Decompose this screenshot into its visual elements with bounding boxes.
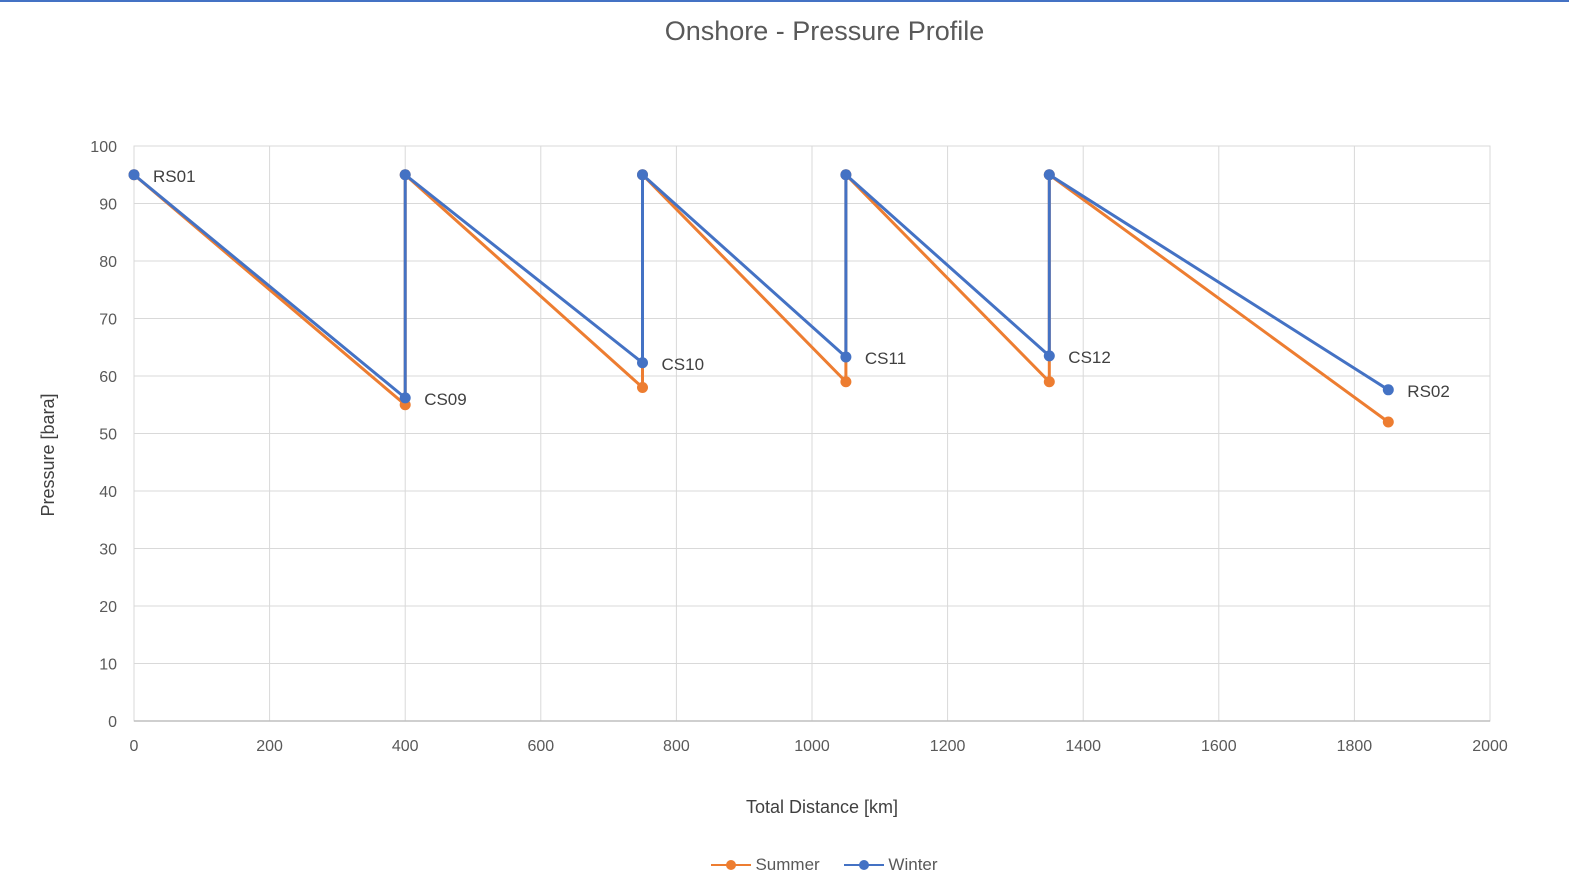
x-tick-label: 200: [256, 738, 283, 755]
legend-item-summer[interactable]: Summer: [711, 855, 820, 875]
legend-item-winter[interactable]: Winter: [844, 855, 938, 875]
point-labels: RS01 CS09 CS10 CS11 CS12 RS02: [153, 167, 1450, 409]
data-point-winter[interactable]: [399, 169, 411, 181]
point-label-cs09: CS09: [424, 390, 467, 409]
data-point-winter[interactable]: [128, 169, 140, 181]
series-line-winter: [133, 173, 1390, 400]
chart-title: Onshore - Pressure Profile: [664, 16, 985, 46]
legend-swatch-winter: [844, 858, 885, 872]
y-tick-label: 30: [99, 542, 117, 559]
series-layer: [128, 169, 1394, 428]
point-label-cs12: CS12: [1068, 348, 1111, 367]
grid: [133, 145, 1491, 722]
data-point-winter[interactable]: [1043, 169, 1055, 181]
legend-label-summer: Summer: [755, 855, 820, 874]
x-tick-label: 1000: [794, 738, 830, 755]
data-point-winter[interactable]: [1043, 350, 1055, 362]
y-tick-label: 60: [99, 369, 117, 386]
y-tick-label: 10: [99, 657, 117, 674]
series-winter: [128, 169, 1394, 404]
data-point-winter[interactable]: [399, 392, 411, 404]
y-tick-label: 70: [99, 312, 117, 329]
y-tick-label: 100: [90, 139, 117, 156]
y-axis-ticks: 0 10 20 30 40 50 60 70 80 90 100: [90, 139, 117, 731]
x-tick-label: 0: [130, 738, 139, 755]
x-tick-label: 1200: [930, 738, 966, 755]
point-label-rs02: RS02: [1407, 382, 1450, 401]
data-point-winter[interactable]: [637, 357, 648, 369]
data-point-summer[interactable]: [637, 382, 648, 393]
legend-label-winter: Winter: [888, 855, 938, 874]
point-label-cs11: CS11: [865, 349, 906, 368]
data-point-winter[interactable]: [840, 351, 852, 363]
y-tick-label: 80: [99, 254, 117, 271]
data-point-winter[interactable]: [637, 169, 648, 181]
data-point-winter[interactable]: [1382, 384, 1394, 396]
y-tick-label: 40: [99, 484, 117, 501]
x-tick-label: 600: [527, 738, 554, 755]
x-tick-label: 1600: [1201, 738, 1237, 755]
series-line-summer: [133, 173, 1390, 424]
series-summer: [128, 169, 1394, 428]
x-tick-label: 800: [663, 738, 690, 755]
point-label-rs01: RS01: [153, 167, 196, 186]
x-tick-label: 1400: [1065, 738, 1101, 755]
legend: Summer Winter: [0, 855, 1569, 877]
y-tick-label: 90: [99, 197, 117, 214]
y-tick-label: 20: [99, 599, 117, 616]
x-tick-label: 400: [392, 738, 419, 755]
x-axis-ticks: 0 200 400 600 800 1000 1200 1400 1600 1800 2000: [130, 738, 1508, 755]
legend-swatch-summer: [711, 858, 752, 872]
x-tick-label: 2000: [1472, 738, 1508, 755]
data-point-summer[interactable]: [1043, 376, 1055, 388]
x-tick-label: 1800: [1337, 738, 1373, 755]
x-axis-label: Total Distance [km]: [746, 797, 898, 817]
y-axis-label: Pressure [bara]: [38, 393, 58, 516]
data-point-summer[interactable]: [840, 376, 852, 388]
point-label-cs10: CS10: [662, 355, 705, 374]
top-border: [0, 0, 1569, 2]
y-tick-label: 0: [108, 714, 117, 731]
data-point-winter[interactable]: [840, 169, 852, 181]
data-point-summer[interactable]: [1382, 416, 1394, 428]
y-tick-label: 50: [99, 427, 117, 444]
